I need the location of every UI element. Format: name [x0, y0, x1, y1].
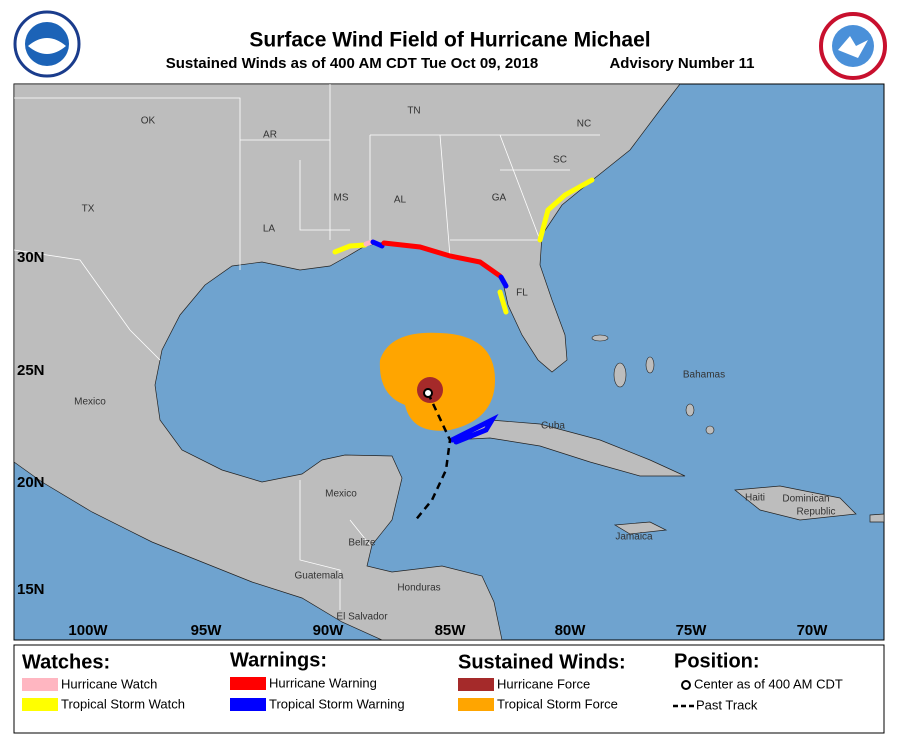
map-label: Haiti: [745, 493, 765, 504]
lat-label: 20N: [17, 474, 45, 491]
map-label: El Salvador: [336, 612, 388, 623]
lat-label: 15N: [17, 581, 45, 598]
legend-item: Hurricane Warning: [269, 675, 377, 690]
map-label: Bahamas: [683, 370, 725, 381]
legend-item: Center as of 400 AM CDT: [694, 676, 843, 691]
map-label: Honduras: [397, 583, 440, 594]
coastal-watches-warnings: [332, 177, 595, 445]
legend-title: Position:: [674, 650, 760, 672]
map-label: FL: [516, 288, 528, 299]
map: OK AR TN NC SC TX MS AL GA LA FL Mexico …: [13, 83, 885, 641]
map-label: SC: [553, 155, 567, 166]
map-label: OK: [141, 116, 156, 127]
legend-item: Tropical Storm Warning: [269, 696, 405, 711]
map-label: TN: [407, 106, 420, 117]
noaa-logo: [13, 10, 81, 78]
legend-item: Past Track: [696, 697, 758, 712]
lon-label: 85W: [435, 622, 467, 639]
legend-item: Hurricane Force: [497, 676, 590, 691]
title: Surface Wind Field of Hurricane Michael: [249, 29, 650, 52]
lon-label: 75W: [676, 622, 708, 639]
map-label: AL: [394, 195, 407, 206]
borders: [14, 84, 600, 610]
legend-title: Watches:: [22, 651, 110, 673]
map-label: Mexico: [74, 397, 106, 408]
map-label: Guatemala: [295, 571, 344, 582]
map-label: TX: [82, 204, 95, 215]
bahamas: [591, 334, 715, 435]
lon-label: 90W: [313, 622, 345, 639]
jamaica: [613, 521, 668, 535]
lon-label: 80W: [555, 622, 587, 639]
past-track: [413, 392, 452, 523]
lon-label: 95W: [191, 622, 223, 639]
lon-label: 100W: [68, 622, 108, 639]
subtitle: Sustained Winds as of 400 AM CDT Tue Oct…: [166, 55, 538, 72]
legend-title: Warnings:: [230, 649, 327, 671]
legend: Watches: Hurricane Watch Tropical Storm …: [13, 644, 885, 734]
legend-item: Tropical Storm Watch: [61, 696, 185, 711]
legend-item: Tropical Storm Force: [497, 696, 618, 711]
legend-title: Sustained Winds:: [458, 651, 626, 673]
advisory: Advisory Number 11: [609, 55, 754, 72]
map-label: MS: [334, 193, 349, 204]
nws-logo: [819, 12, 887, 80]
map-label: AR: [263, 130, 277, 141]
lon-label: 70W: [797, 622, 829, 639]
hispaniola: [734, 485, 857, 521]
puerto-rico: [869, 513, 884, 523]
map-label: Belize: [348, 538, 376, 549]
lat-label: 30N: [17, 249, 45, 266]
map-label: Cuba: [541, 421, 565, 432]
map-label: Jamaica: [615, 532, 653, 543]
map-label: Republic: [797, 507, 836, 518]
mainland: [14, 84, 681, 640]
cuba: [449, 419, 686, 477]
map-label: Mexico: [325, 489, 357, 500]
map-label: LA: [263, 224, 276, 235]
legend-item: Hurricane Watch: [61, 676, 157, 691]
center-position: [423, 388, 433, 398]
map-label: GA: [492, 193, 507, 204]
map-label: NC: [577, 119, 591, 130]
map-label: Dominican: [782, 494, 829, 505]
lat-label: 25N: [17, 362, 45, 379]
